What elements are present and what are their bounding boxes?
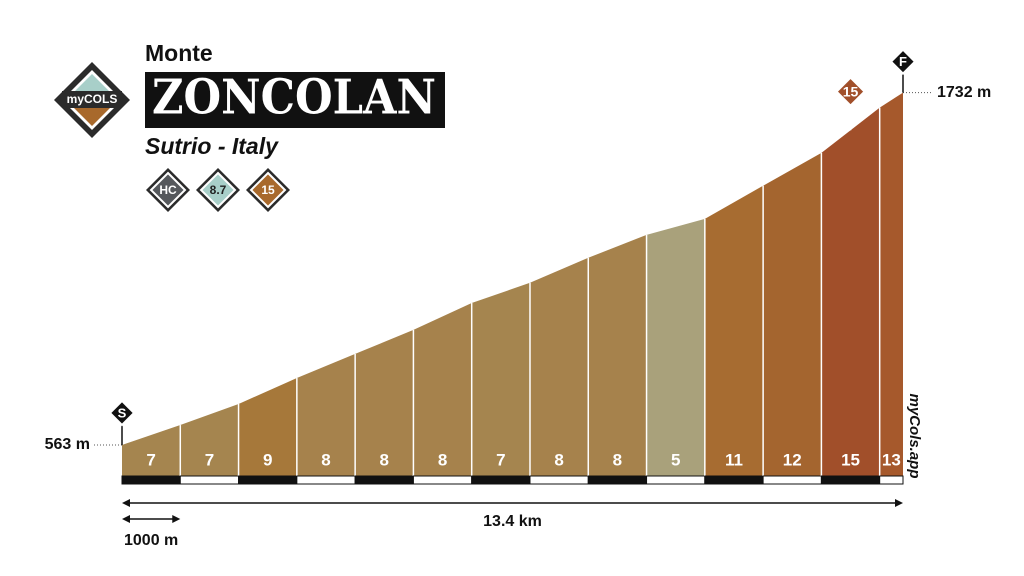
segment (879, 92, 903, 476)
finish-marker (889, 48, 917, 76)
logo: myCOLS (54, 62, 130, 138)
segment (122, 425, 181, 476)
scale-label: 1000 m (124, 532, 178, 549)
segment (763, 152, 822, 476)
km-block (412, 475, 473, 485)
gradient-label: 8 (380, 450, 389, 469)
title-box (145, 72, 445, 128)
km-block (471, 475, 531, 485)
badge (149, 171, 187, 209)
gradient-label: 7 (496, 450, 505, 469)
gradient-label: 13 (882, 450, 901, 469)
finish-marker-label: F (899, 54, 907, 69)
gradient-label: 8 (321, 450, 330, 469)
badge (199, 171, 237, 209)
badge (249, 171, 287, 209)
segment (413, 302, 472, 476)
badge-label: 15 (261, 183, 275, 197)
segment (821, 107, 880, 477)
km-block (529, 475, 589, 485)
scale-arrow-head (122, 515, 130, 523)
scale-arrow-head (172, 515, 181, 523)
km-block (879, 475, 904, 485)
gradient-label: 7 (146, 450, 155, 469)
start-marker-label: S (118, 405, 127, 420)
plot: 7 7 9 8 8 8 7 8 8 5 11 12 15 13 563 m 1732 m S F 15 13.4 km… (45, 48, 991, 549)
segment (529, 257, 589, 476)
gradient-label: 7 (205, 450, 214, 469)
badge-label: 8.7 (210, 183, 227, 197)
distance-label: 13.4 km (483, 513, 542, 530)
badges: HC 8.7 15 (146, 168, 290, 212)
gradient-label: 15 (841, 450, 860, 469)
km-block (296, 475, 356, 485)
segment (588, 234, 647, 476)
climb-location: Sutrio - Italy (145, 133, 279, 159)
climb-prefix: Monte (145, 40, 213, 66)
gradient-label: 12 (783, 450, 802, 469)
gradient-label: 5 (671, 450, 680, 469)
km-block (762, 475, 822, 485)
gradient-label: 11 (725, 450, 743, 469)
start-marker (108, 399, 136, 427)
segment (180, 403, 239, 476)
km-block (704, 475, 764, 485)
distance-arrow-head (122, 499, 130, 507)
km-block (587, 475, 648, 485)
gradient-label: 8 (554, 450, 563, 469)
segment (646, 218, 705, 476)
km-block (354, 475, 414, 485)
gradient-label: 8 (613, 450, 622, 469)
km-block (121, 475, 181, 485)
km-block (179, 475, 240, 485)
segment (355, 329, 414, 476)
gradient-label: 8 (438, 450, 447, 469)
credit: myCols.app (906, 393, 923, 478)
max-gradient-label: 15 (843, 83, 859, 99)
km-block (646, 475, 706, 485)
badge-label: HC (159, 183, 177, 197)
segment (296, 353, 356, 476)
km-block (238, 475, 298, 485)
km-block (820, 475, 881, 485)
climb-name: ZONCOLAN (152, 70, 436, 126)
gradient-label: 9 (263, 450, 272, 469)
max-gradient-marker (835, 76, 866, 108)
elevation-label: 1732 m (937, 84, 991, 101)
logo-text: myCOLS (67, 92, 118, 106)
segment (704, 185, 764, 477)
elevation-label: 563 m (45, 436, 90, 453)
segment (238, 378, 297, 476)
distance-arrow-head (895, 499, 903, 507)
segment (471, 282, 530, 476)
